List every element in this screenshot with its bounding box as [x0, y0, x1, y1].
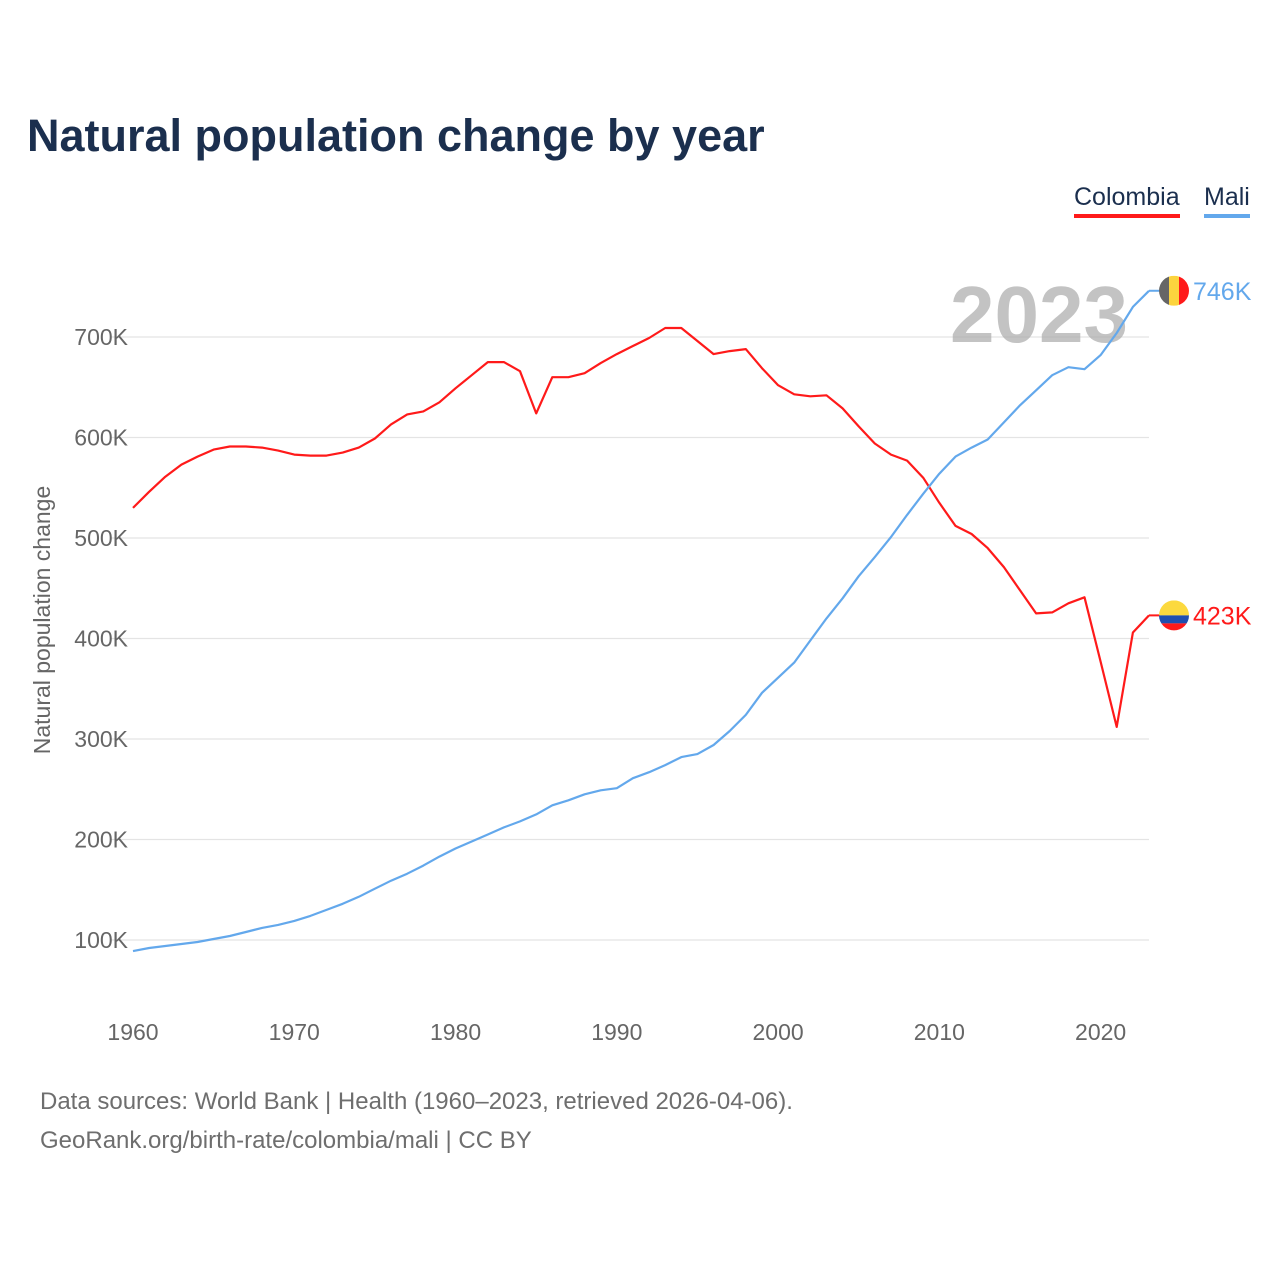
mali-flag-icon [1159, 275, 1189, 306]
y-tick-label: 400K [74, 626, 128, 652]
x-tick-label: 2010 [914, 1019, 965, 1045]
y-axis-label: Natural population change [29, 486, 55, 755]
y-tick-label: 700K [74, 324, 128, 350]
flag-stripe [1179, 275, 1189, 306]
y-tick-label: 100K [74, 927, 128, 953]
y-tick-label: 200K [74, 827, 128, 853]
footer-sources: Data sources: World Bank | Health (1960–… [40, 1088, 793, 1115]
flag-stripe [1159, 275, 1169, 306]
legend-item-mali[interactable]: Mali [1204, 183, 1250, 218]
flag-stripe [1159, 600, 1189, 616]
series-line-colombia [132, 326, 1150, 729]
x-tick-label: 2020 [1075, 1019, 1126, 1045]
footer-link[interactable]: GeoRank.org/birth-rate/colombia/mali | C… [40, 1127, 532, 1154]
colombia-flag-icon [1159, 600, 1189, 631]
end-value-label-colombia: 423K [1193, 602, 1252, 630]
flag-stripe [1159, 623, 1189, 631]
x-tick-label: 1960 [107, 1019, 158, 1045]
x-tick-label: 1990 [591, 1019, 642, 1045]
x-tick-label: 1980 [430, 1019, 481, 1045]
series-line-mali [132, 290, 1150, 953]
x-tick-label: 2000 [752, 1019, 803, 1045]
end-value-label-mali: 746K [1193, 278, 1252, 306]
chart-title: Natural population change by year [27, 110, 765, 161]
year-watermark: 2023 [950, 270, 1128, 359]
flag-stripe [1169, 275, 1179, 306]
y-tick-label: 600K [74, 425, 128, 451]
x-tick-label: 1970 [269, 1019, 320, 1045]
y-tick-label: 300K [74, 726, 128, 752]
legend-item-colombia[interactable]: Colombia [1074, 183, 1180, 218]
flag-stripe [1159, 615, 1189, 624]
y-tick-label: 500K [74, 525, 128, 551]
